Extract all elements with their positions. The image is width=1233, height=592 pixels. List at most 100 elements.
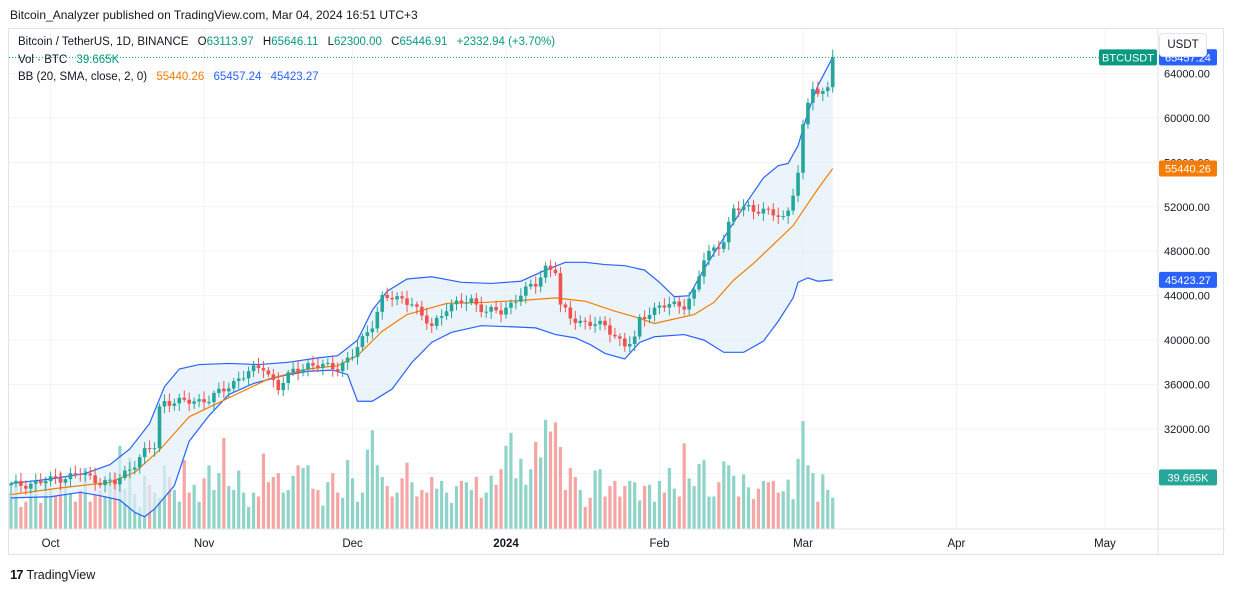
volume-bar xyxy=(494,484,498,529)
candle-body xyxy=(652,307,657,315)
candle-body xyxy=(345,357,350,363)
y-tick-label: 36000.00 xyxy=(1164,380,1210,392)
candle xyxy=(647,307,652,324)
candle xyxy=(439,309,444,326)
bb-label[interactable]: BB (20, SMA, close, 2, 0) xyxy=(18,71,148,83)
volume-bar xyxy=(68,492,72,529)
candle-body xyxy=(583,320,587,322)
candle-body xyxy=(717,247,721,249)
candle xyxy=(514,294,518,310)
volume-bar xyxy=(667,467,671,529)
y-tick-label: 32000.00 xyxy=(1164,424,1210,436)
candle xyxy=(444,303,449,320)
candle-body xyxy=(29,483,33,489)
candle-body xyxy=(637,317,642,337)
volume-bar xyxy=(24,501,28,529)
candle xyxy=(538,270,543,293)
y-tick-label: 48000.00 xyxy=(1164,246,1210,258)
candle xyxy=(811,81,815,111)
volume-bar xyxy=(326,482,330,529)
price-tag-bg xyxy=(1159,160,1217,177)
candle xyxy=(697,270,701,293)
candle-body xyxy=(613,334,617,337)
candle xyxy=(83,470,88,482)
volume-label[interactable]: Vol · BTC xyxy=(18,54,68,66)
volume-bar xyxy=(197,501,201,529)
volume-bar xyxy=(410,482,414,529)
candle xyxy=(311,356,315,372)
candle-body xyxy=(390,297,394,300)
volume-bar xyxy=(544,419,548,529)
candle xyxy=(142,442,147,465)
candle-body xyxy=(19,480,23,486)
candle-body xyxy=(726,221,731,243)
candle-body xyxy=(108,479,112,481)
volume-bar xyxy=(247,506,251,529)
candle xyxy=(38,473,43,486)
volume-bar xyxy=(53,496,58,529)
candle xyxy=(108,472,112,486)
candle xyxy=(717,240,721,256)
volume-bar xyxy=(202,478,206,529)
candle xyxy=(157,403,162,452)
price-chart[interactable]: 28000.0032000.0036000.0040000.0044000.00… xyxy=(9,29,1225,556)
candle xyxy=(330,355,335,377)
candle-body xyxy=(816,88,820,94)
volume-bar xyxy=(687,478,691,529)
candle-body xyxy=(360,336,365,348)
candle xyxy=(132,460,137,475)
candle xyxy=(212,390,216,410)
chart-frame[interactable]: 28000.0032000.0036000.0040000.0044000.00… xyxy=(8,28,1225,556)
volume-bar xyxy=(568,467,572,529)
currency-button[interactable]: USDT xyxy=(1159,33,1207,57)
candle-body xyxy=(73,473,78,475)
candle xyxy=(197,393,201,408)
y-tick-label: 44000.00 xyxy=(1164,291,1210,303)
volume-bar xyxy=(682,443,686,529)
candle-body xyxy=(449,304,454,312)
candle xyxy=(533,276,538,294)
volume-bar xyxy=(489,475,493,529)
volume-bar xyxy=(336,492,340,529)
tradingview-footer[interactable]: 17 TradingView xyxy=(10,567,95,582)
candle xyxy=(682,298,686,316)
candle xyxy=(464,295,469,311)
candle xyxy=(345,351,350,370)
volume-bar xyxy=(232,490,236,529)
candle xyxy=(429,317,434,333)
volume-bar xyxy=(454,486,459,529)
candle-body xyxy=(524,286,528,296)
candle-body xyxy=(157,406,162,449)
candle-body xyxy=(38,480,43,484)
candle-body xyxy=(667,304,672,308)
volume-bar xyxy=(420,490,424,529)
candle xyxy=(627,336,632,353)
candle-body xyxy=(499,310,503,315)
y-tick-label: 40000.00 xyxy=(1164,335,1210,347)
candle-body xyxy=(212,392,216,403)
candle xyxy=(9,481,13,494)
candle xyxy=(830,49,835,93)
symbol-name[interactable]: Bitcoin / TetherUS, 1D, BINANCE xyxy=(18,36,189,48)
open-value: 63113.97 xyxy=(206,36,254,48)
volume-bar xyxy=(449,503,454,529)
volume-bar xyxy=(464,482,468,529)
candle xyxy=(657,301,662,315)
volume-bar xyxy=(831,497,835,529)
candle xyxy=(816,81,820,97)
volume-bar xyxy=(717,482,721,529)
volume-bar xyxy=(692,486,696,529)
volume-bar xyxy=(9,492,13,529)
candle-body xyxy=(603,320,607,326)
candle-body xyxy=(415,304,419,307)
candle xyxy=(24,480,28,495)
candle-body xyxy=(266,370,271,375)
close-value: 65446.91 xyxy=(399,36,448,48)
volume-bar xyxy=(593,470,597,529)
candle-body xyxy=(697,276,701,290)
candle xyxy=(519,288,523,307)
volume-bar xyxy=(172,490,176,529)
publisher-line: Bitcoin_Analyzer published on TradingVie… xyxy=(10,8,418,22)
candle-body xyxy=(137,457,142,468)
candle xyxy=(246,366,251,386)
